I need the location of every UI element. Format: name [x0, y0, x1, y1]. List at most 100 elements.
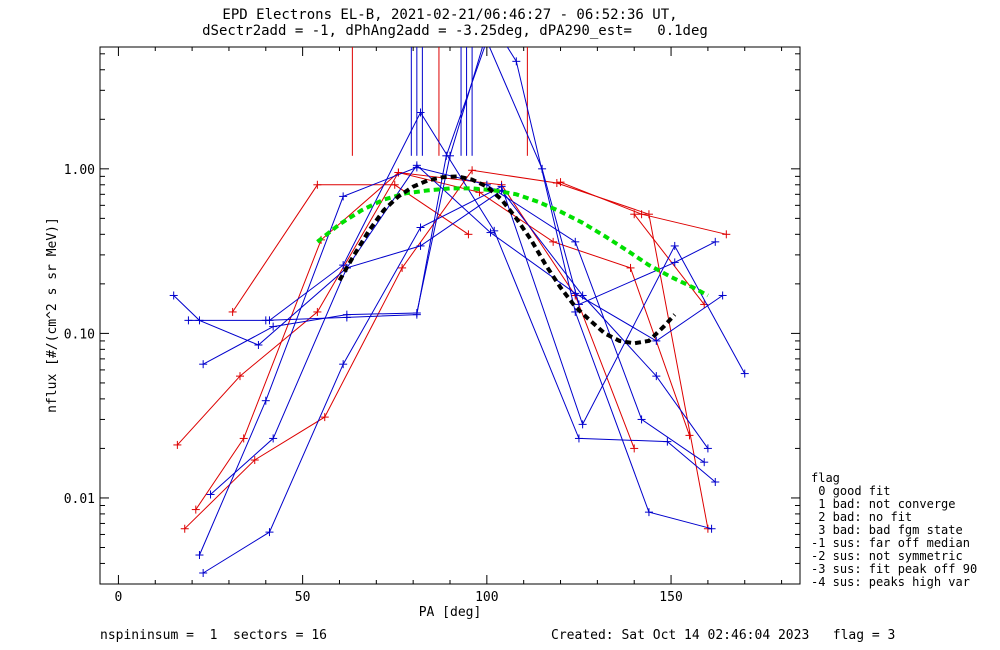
legend-item: 1 bad: not converge — [811, 497, 956, 511]
blue-series-line — [188, 111, 716, 483]
blue-data-point — [342, 313, 351, 322]
legend-item: 0 good fit — [811, 484, 891, 498]
blue-data-point — [644, 508, 653, 517]
blue-data-point — [339, 192, 348, 201]
blue-series-line — [199, 166, 705, 556]
y-tick-label: 1.00 — [64, 163, 95, 178]
y-tick-label: 0.01 — [64, 492, 95, 507]
legend-item: 3 bad: bad fgm state — [811, 523, 963, 537]
blue-data-point — [670, 241, 679, 250]
x-tick-label: 100 — [475, 590, 498, 605]
red-data-point — [637, 210, 646, 219]
red-data-point — [626, 263, 635, 272]
blue-data-point — [700, 458, 709, 467]
red-data-point — [630, 444, 639, 453]
footer-spin-info: nspininsum = 1 sectors = 16 — [100, 628, 327, 643]
blue-data-point — [571, 237, 580, 246]
blue-data-point — [412, 310, 421, 319]
blue-data-point — [206, 490, 215, 499]
plot-frame — [99, 46, 801, 585]
red-data-point — [173, 440, 182, 449]
red-data-point — [180, 524, 189, 533]
blue-series-line — [210, 189, 709, 495]
legend-item: -3 sus: fit peak off 90 — [811, 562, 978, 576]
legend-item: 2 bad: no fit — [811, 510, 913, 524]
blue-data-point — [416, 108, 425, 117]
blue-data-point — [718, 291, 727, 300]
blue-data-point — [265, 528, 274, 537]
blue-data-point — [512, 57, 521, 66]
blue-data-point — [711, 478, 720, 487]
red-data-point — [228, 307, 237, 316]
blue-data-point — [269, 322, 278, 331]
green-fit-curve — [316, 186, 709, 298]
red-series-line — [633, 213, 705, 305]
data-series — [169, 47, 749, 577]
red-data-point — [556, 178, 565, 187]
blue-data-point — [490, 226, 499, 235]
blue-data-point — [195, 551, 204, 560]
red-data-point — [239, 434, 248, 443]
red-series-line — [184, 169, 709, 530]
legend-item: -4 sus: peaks high var — [811, 575, 970, 589]
red-data-point — [313, 307, 322, 316]
blue-data-point — [652, 336, 661, 345]
red-data-point — [549, 237, 558, 246]
blue-data-point — [199, 568, 208, 577]
y-tick-label: 0.10 — [64, 327, 95, 342]
red-data-point — [236, 372, 244, 381]
red-data-point — [468, 166, 477, 175]
x-axis-label: PA [deg] — [419, 605, 482, 620]
legend-item: -2 sus: not symmetric — [811, 549, 963, 563]
axis-ticks: 0 50 100 150 0.01 0.10 1.00 — [64, 47, 800, 605]
x-tick-label: 150 — [659, 590, 682, 605]
red-data-point — [685, 431, 694, 440]
blue-series-line — [265, 47, 716, 321]
blue-data-point — [652, 372, 661, 381]
blue-data-point — [261, 316, 270, 325]
blue-series-line — [173, 164, 723, 346]
blue-data-point — [416, 241, 425, 250]
red-data-point — [390, 180, 399, 189]
y-axis-label: nflux [#/(cm^2 s sr MeV)] — [45, 217, 60, 413]
red-data-point — [552, 179, 561, 188]
blue-data-point — [578, 420, 587, 429]
red-series-line — [195, 171, 690, 510]
blue-data-point — [707, 524, 716, 533]
blue-series-line — [202, 47, 712, 530]
blue-data-point — [184, 316, 193, 325]
blue-data-point — [578, 291, 587, 300]
red-data-point — [313, 180, 322, 189]
blue-data-point — [703, 444, 712, 453]
blue-data-point — [670, 258, 679, 267]
chart-title-line-2: dSectr2add = -1, dPhAng2add = -3.25deg, … — [202, 23, 708, 39]
blue-data-point — [486, 228, 495, 237]
red-data-point — [644, 210, 653, 219]
blue-data-point — [637, 415, 646, 424]
blue-data-point — [442, 151, 451, 160]
blue-data-point — [169, 291, 178, 300]
flag-legend: flag 0 good fit 1 bad: not converge 2 ba… — [811, 472, 977, 589]
red-data-point — [398, 263, 407, 272]
blue-data-point — [261, 396, 270, 405]
blue-series-line — [202, 185, 746, 574]
legend-title: flag — [811, 471, 840, 485]
red-data-point — [464, 230, 473, 239]
blue-data-point — [269, 434, 278, 443]
red-data-point — [250, 456, 259, 465]
blue-data-point — [663, 437, 672, 446]
blue-data-point — [412, 163, 421, 172]
red-data-point — [191, 505, 200, 514]
footer-created-info: Created: Sat Oct 14 02:46:04 2023 flag =… — [551, 628, 896, 643]
red-data-point — [722, 230, 731, 239]
blue-data-point — [416, 223, 425, 232]
x-tick-label: 50 — [295, 590, 311, 605]
red-series-line — [232, 184, 469, 313]
blue-data-point — [574, 300, 583, 309]
blue-data-point — [339, 360, 348, 369]
blue-data-point — [574, 434, 583, 443]
chart-title-line-1: EPD Electrons EL-B, 2021-02-21/06:46:27 … — [222, 7, 678, 23]
blue-data-point — [538, 164, 547, 173]
x-tick-label: 0 — [115, 590, 123, 605]
